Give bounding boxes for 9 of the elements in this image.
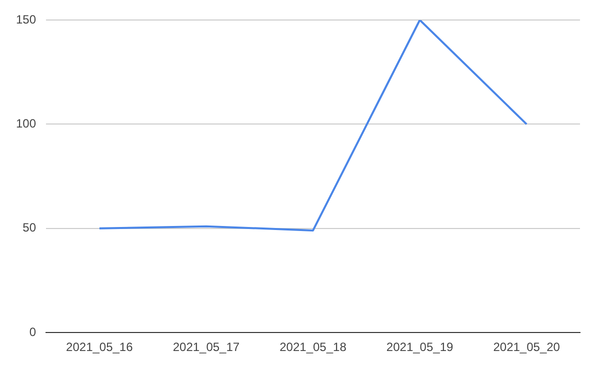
y-tick-label: 100 [16, 116, 36, 131]
x-tick-label: 2021_05_20 [493, 340, 560, 354]
x-tick-label: 2021_05_19 [386, 340, 454, 354]
y-tick-label: 0 [29, 324, 36, 339]
x-tick-label: 2021_05_18 [280, 340, 347, 354]
y-tick-label: 150 [16, 12, 36, 26]
x-tick-label: 2021_05_16 [66, 340, 134, 354]
y-tick-label: 50 [22, 220, 36, 235]
x-tick-label: 2021_05_17 [172, 340, 240, 354]
